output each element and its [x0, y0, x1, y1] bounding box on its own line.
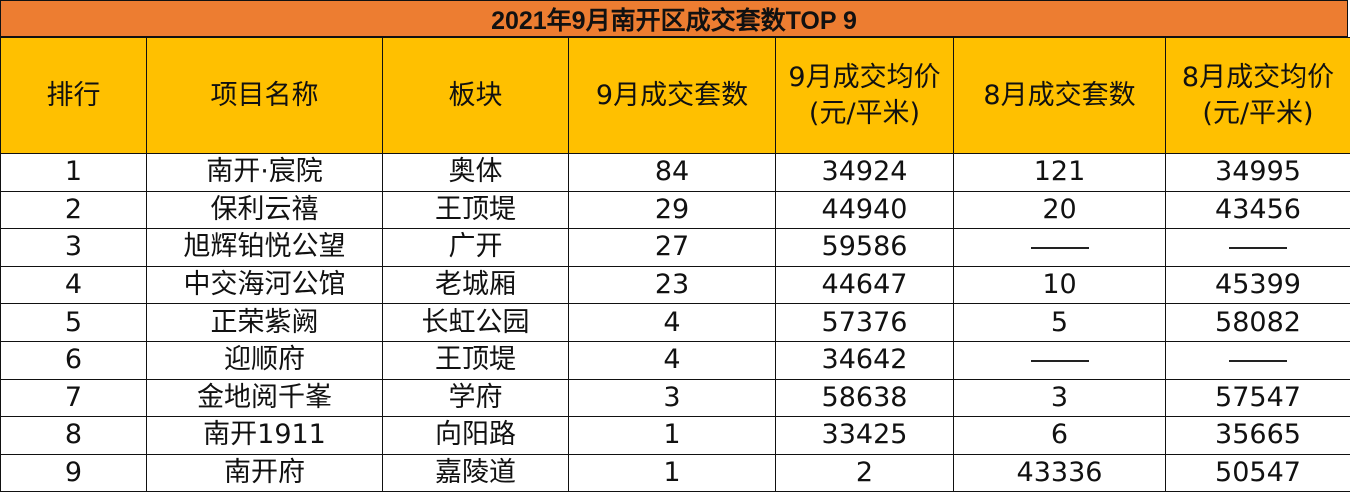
cell-district: 奥体: [382, 153, 569, 192]
cell-sep-avg-price: 34924: [775, 153, 954, 192]
cell-aug-avg-price: 50547: [1165, 453, 1350, 493]
cell-district: 王顶堤: [382, 340, 569, 380]
cell-sep-avg-price: 59586: [775, 228, 954, 267]
header-sep-units: 9月成交套数: [568, 37, 776, 154]
header-aug-avg-price: 8月成交均价 (元/平米): [1165, 37, 1350, 154]
header-aug-avg-price-line2: (元/平米): [1202, 97, 1314, 129]
cell-rank: 2: [0, 190, 147, 230]
cell-district: 王顶堤: [382, 190, 569, 230]
cell-district: 老城厢: [382, 265, 569, 305]
header-aug-avg-price-line1: 8月成交均价: [1181, 61, 1335, 93]
table-row: 5 正荣紫阙 长虹公园 4 57376 5 58082: [0, 303, 1350, 342]
cell-sep-units: 1: [568, 453, 776, 493]
cell-rank: 7: [0, 378, 147, 418]
cell-project-name: 南开府: [146, 453, 383, 493]
cell-aug-avg-price: 45399: [1165, 265, 1350, 305]
table-row: 9 南开府 嘉陵道 1 2 43336 50547: [0, 453, 1350, 493]
dash-placeholder: ——: [1030, 246, 1089, 249]
cell-sep-avg-price: 58638: [775, 378, 954, 418]
cell-rank: 6: [0, 340, 147, 380]
table-body: 1 南开·宸院 奥体 84 34924 121 34995 2 保利云禧 王顶堤 29 44940 20…: [0, 153, 1350, 493]
cell-project-name: 金地阅千峯: [146, 378, 383, 418]
header-project-name: 项目名称: [146, 37, 383, 154]
table-row: 2 保利云禧 王顶堤 29 44940 20 43456: [0, 190, 1350, 230]
cell-aug-avg-price: 58082: [1165, 303, 1350, 342]
cell-sep-units: 27: [568, 228, 776, 267]
dash-placeholder: ——: [1229, 246, 1287, 249]
cell-rank: 1: [0, 153, 147, 192]
cell-project-name: 南开·宸院: [146, 153, 383, 192]
cell-district: 长虹公园: [382, 303, 569, 342]
cell-district: 广开: [382, 228, 569, 267]
cell-sep-units: 1: [568, 416, 776, 455]
cell-rank: 9: [0, 453, 147, 493]
cell-sep-units: 4: [568, 303, 776, 342]
cell-project-name: 保利云禧: [146, 190, 383, 230]
cell-rank: 4: [0, 265, 147, 305]
table-title: 2021年9月南开区成交套数TOP 9: [0, 0, 1348, 37]
cell-sep-units: 29: [568, 190, 776, 230]
cell-district: 嘉陵道: [382, 453, 569, 493]
cell-aug-units: 121: [953, 153, 1166, 192]
cell-rank: 3: [0, 228, 147, 267]
cell-aug-avg-price: 43456: [1165, 190, 1350, 230]
header-sep-avg-price-line2: (元/平米): [808, 97, 921, 129]
cell-aug-units: 5: [953, 303, 1166, 342]
cell-sep-units: 3: [568, 378, 776, 418]
cell-aug-avg-price: 35665: [1165, 416, 1350, 455]
table-row: 1 南开·宸院 奥体 84 34924 121 34995: [0, 153, 1350, 192]
cell-sep-units: 4: [568, 340, 776, 380]
sales-table: 排行 项目名称 板块 9月成交套数 9月成交均价 (元/平米) 8月成交套数 8…: [0, 37, 1350, 493]
dash-placeholder: ——: [1030, 359, 1089, 362]
cell-sep-avg-price: 33425: [775, 416, 954, 455]
cell-sep-units: 84: [568, 153, 776, 192]
cell-sep-avg-price: 57376: [775, 303, 954, 342]
cell-project-name: 中交海河公馆: [146, 265, 383, 305]
cell-project-name: 南开1911: [146, 416, 383, 455]
cell-aug-units: 3: [953, 378, 1166, 418]
cell-aug-units: 43336: [953, 453, 1166, 493]
cell-district: 向阳路: [382, 416, 569, 455]
header-row: 排行 项目名称 板块 9月成交套数 9月成交均价 (元/平米) 8月成交套数 8…: [0, 37, 1350, 154]
cell-sep-avg-price: 44940: [775, 190, 954, 230]
cell-rank: 5: [0, 303, 147, 342]
cell-aug-units: 20: [953, 190, 1166, 230]
cell-sep-avg-price: 2: [775, 453, 954, 493]
cell-aug-avg-price: 34995: [1165, 153, 1350, 192]
cell-aug-avg-price: 57547: [1165, 378, 1350, 418]
cell-project-name: 迎顺府: [146, 340, 383, 380]
cell-sep-avg-price: 34642: [775, 340, 954, 380]
cell-aug-units: ——: [953, 228, 1166, 267]
cell-rank: 8: [0, 416, 147, 455]
cell-aug-units: ——: [953, 340, 1166, 380]
header-rank: 排行: [0, 37, 147, 154]
cell-aug-units: 6: [953, 416, 1166, 455]
header-sep-avg-price: 9月成交均价 (元/平米): [775, 37, 954, 154]
cell-sep-avg-price: 44647: [775, 265, 954, 305]
header-district: 板块: [382, 37, 569, 154]
dash-placeholder: ——: [1229, 359, 1287, 362]
table-row: 7 金地阅千峯 学府 3 58638 3 57547: [0, 378, 1350, 418]
cell-project-name: 正荣紫阙: [146, 303, 383, 342]
table-row: 4 中交海河公馆 老城厢 23 44647 10 45399: [0, 265, 1350, 305]
table-row: 8 南开1911 向阳路 1 33425 6 35665: [0, 416, 1350, 455]
header-aug-units: 8月成交套数: [953, 37, 1166, 154]
cell-sep-units: 23: [568, 265, 776, 305]
cell-aug-avg-price: ——: [1165, 340, 1350, 380]
cell-project-name: 旭辉铂悦公望: [146, 228, 383, 267]
cell-aug-units: 10: [953, 265, 1166, 305]
cell-district: 学府: [382, 378, 569, 418]
cell-aug-avg-price: ——: [1165, 228, 1350, 267]
header-sep-avg-price-line1: 9月成交均价: [788, 61, 941, 93]
